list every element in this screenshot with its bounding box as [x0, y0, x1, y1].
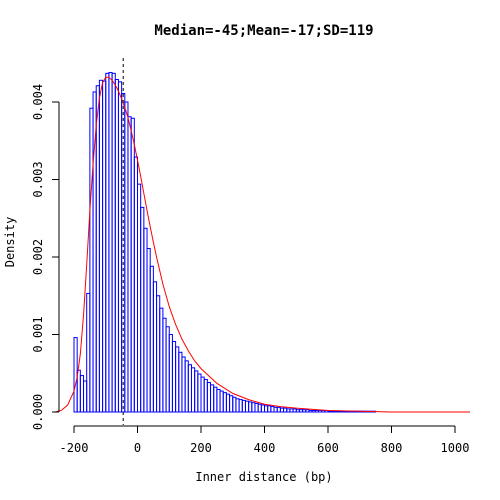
y-tick-label: 0.000	[31, 394, 45, 430]
x-tick-label: 200	[190, 441, 212, 455]
x-tick-label: 600	[317, 441, 339, 455]
histogram-bars	[74, 73, 376, 412]
x-tick-label: 0	[134, 441, 141, 455]
x-axis: -200 0 200 400 600 800 1000	[60, 426, 470, 455]
y-tick-label: 0.002	[31, 239, 45, 275]
fitted-density-curve-layer	[55, 77, 470, 412]
y-tick-label: 0.001	[31, 316, 45, 352]
x-tick-label: 400	[254, 441, 276, 455]
x-tick-label: -200	[60, 441, 89, 455]
x-axis-label: Inner distance (bp)	[195, 470, 332, 484]
y-tick-label: 0.004	[31, 84, 45, 120]
y-axis: 0.000 0.001 0.002 0.003 0.004	[31, 84, 59, 430]
chart-title: Median=-45;Mean=-17;SD=119	[154, 23, 373, 39]
x-tick-label: 1000	[441, 441, 470, 455]
y-tick-label: 0.003	[31, 161, 45, 197]
x-tick-label: 800	[381, 441, 403, 455]
y-axis-label: Density	[3, 217, 17, 268]
fitted-density-curve	[55, 77, 470, 412]
